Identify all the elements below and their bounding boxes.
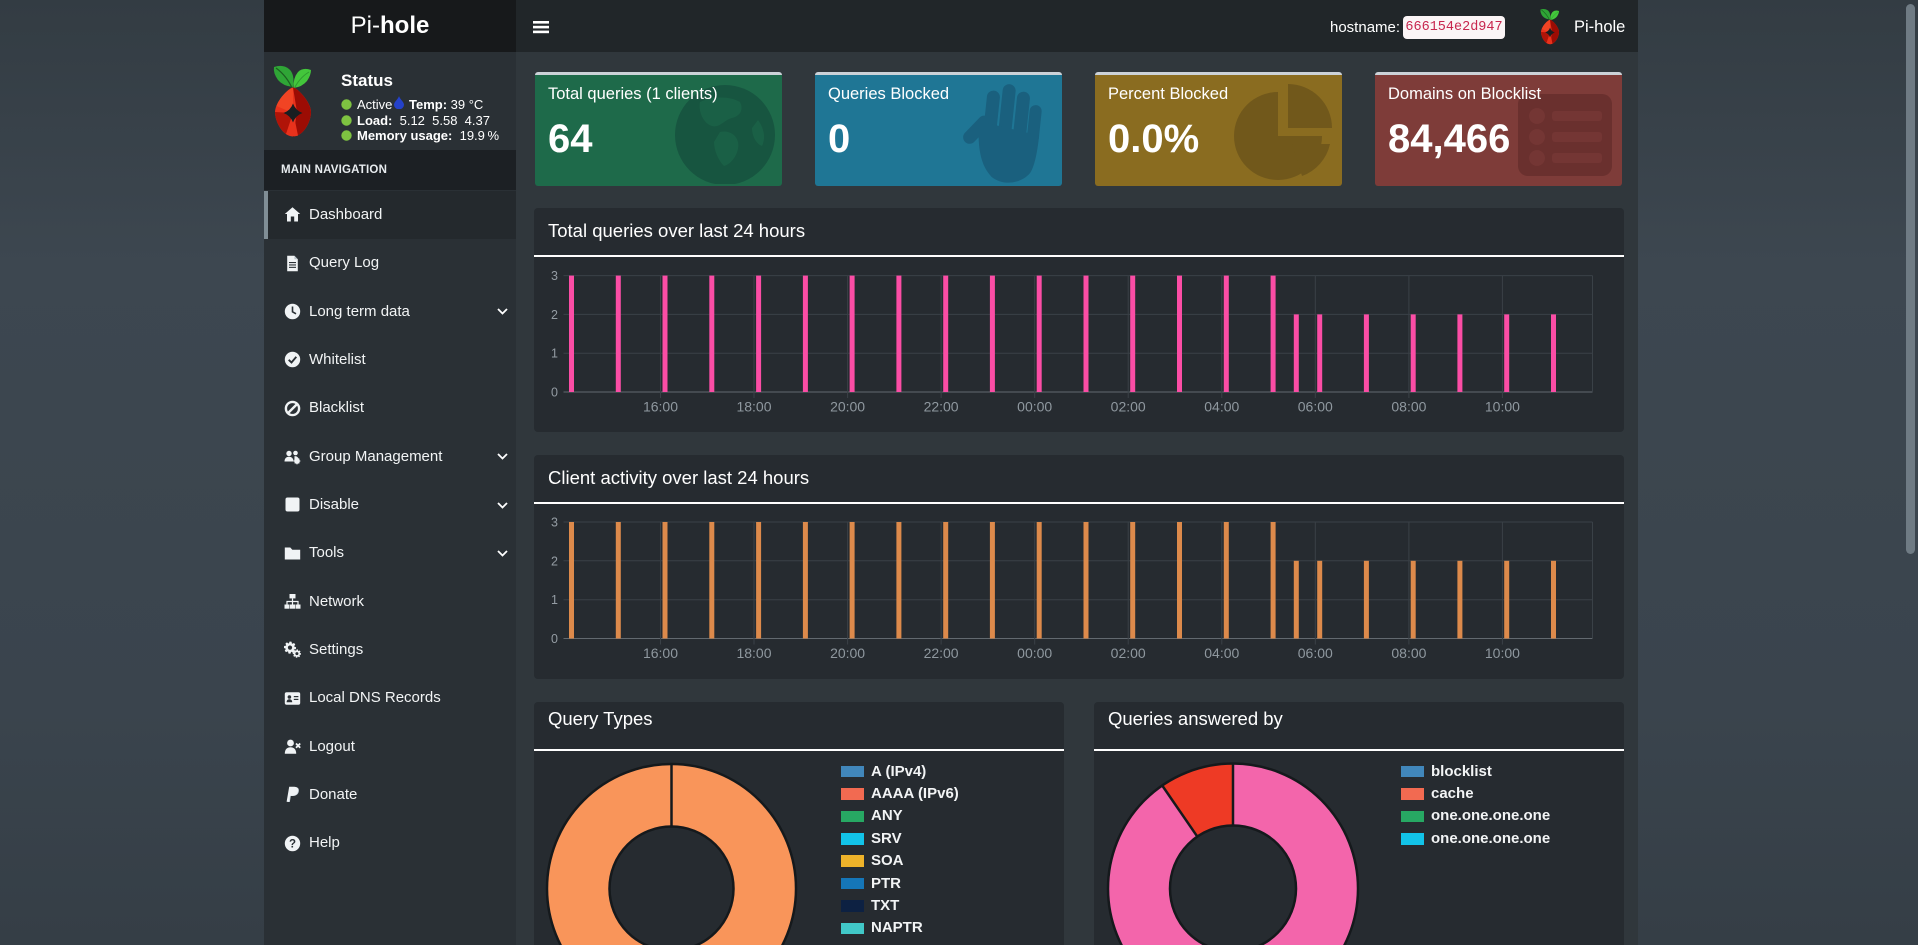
svg-text:18:00: 18:00	[736, 398, 771, 414]
svg-text:1: 1	[551, 593, 558, 607]
svg-text:0: 0	[551, 632, 558, 646]
svg-text:06:00: 06:00	[1298, 645, 1333, 661]
svg-text:00:00: 00:00	[1017, 645, 1052, 661]
svg-text:10:00: 10:00	[1485, 645, 1520, 661]
svg-text:2: 2	[551, 307, 558, 321]
svg-text:2: 2	[551, 554, 558, 568]
svg-text:0: 0	[551, 385, 558, 399]
svg-text:06:00: 06:00	[1298, 398, 1333, 414]
svg-text:?: ?	[289, 838, 296, 850]
svg-text:18:00: 18:00	[736, 645, 771, 661]
svg-text:08:00: 08:00	[1391, 398, 1426, 414]
svg-text:00:00: 00:00	[1017, 398, 1052, 414]
svg-text:1: 1	[551, 346, 558, 360]
svg-text:20:00: 20:00	[830, 645, 865, 661]
svg-text:08:00: 08:00	[1391, 645, 1426, 661]
svg-text:04:00: 04:00	[1204, 398, 1239, 414]
svg-text:02:00: 02:00	[1111, 398, 1146, 414]
svg-text:22:00: 22:00	[924, 645, 959, 661]
svg-text:20:00: 20:00	[830, 398, 865, 414]
svg-text:3: 3	[551, 269, 558, 283]
svg-text:3: 3	[551, 515, 558, 529]
svg-text:02:00: 02:00	[1111, 645, 1146, 661]
svg-text:04:00: 04:00	[1204, 645, 1239, 661]
svg-text:16:00: 16:00	[643, 398, 678, 414]
svg-text:22:00: 22:00	[924, 398, 959, 414]
svg-text:10:00: 10:00	[1485, 398, 1520, 414]
svg-text:16:00: 16:00	[643, 645, 678, 661]
